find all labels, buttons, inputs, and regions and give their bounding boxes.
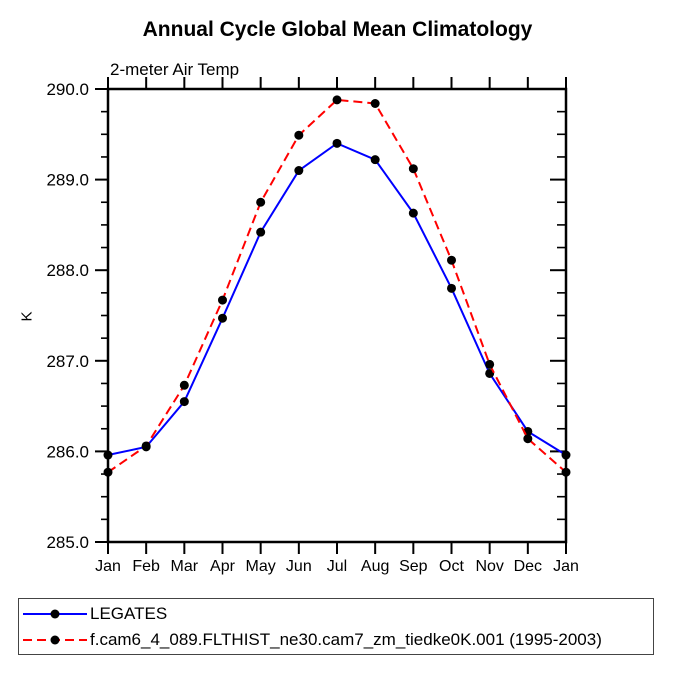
y-tick-label: 286.0	[46, 442, 89, 461]
y-tick-label: 290.0	[46, 80, 89, 99]
data-point	[447, 283, 456, 293]
data-point	[370, 155, 380, 165]
series-line-0	[107, 142, 567, 457]
legend-label-model: f.cam6_4_089.FLTHIST_ne30.cam7_zm_tiedke…	[90, 629, 602, 649]
x-tick-label: Mar	[171, 558, 199, 575]
legend-label-legates: LEGATES	[90, 603, 168, 623]
data-point	[141, 441, 151, 451]
x-tick-label: Dec	[514, 558, 542, 575]
chart-subtitle: 2-meter Air Temp	[110, 60, 240, 79]
chart-title: Annual Cycle Global Mean Climatology	[142, 18, 533, 41]
plot-frame	[106, 87, 568, 544]
x-tick-label: Jul	[327, 558, 347, 575]
data-point	[408, 208, 418, 218]
legend-marker-dot	[50, 635, 60, 644]
x-tick-label: Aug	[361, 558, 389, 575]
series-line-1	[107, 98, 567, 474]
data-point	[256, 197, 266, 207]
x-tick-label: Nov	[475, 558, 503, 575]
legend-sample-dashed-line	[23, 635, 87, 644]
x-tick-label: Apr	[210, 558, 236, 575]
x-tick-label: Sep	[399, 558, 428, 575]
y-tick-label: 288.0	[46, 261, 89, 280]
data-point	[408, 164, 418, 174]
data-point	[256, 227, 266, 237]
legend-marker-dot	[50, 609, 60, 618]
legend-item-legates: LEGATES	[22, 601, 653, 627]
data-point	[485, 359, 495, 369]
plot-area: 285.0 286.0 287.0 288.0 289.0 290.0 Jan Feb Mar A…	[46, 77, 579, 575]
data-point	[103, 450, 113, 460]
data-point	[294, 166, 304, 176]
data-point	[179, 380, 189, 390]
data-point	[332, 138, 342, 148]
x-tick-label: Feb	[132, 558, 160, 575]
data-point	[447, 255, 456, 265]
data-point	[218, 313, 227, 323]
data-point	[561, 467, 571, 477]
x-tick-label: May	[246, 558, 276, 575]
x-tick-label: Jan	[95, 558, 121, 575]
data-point	[370, 98, 380, 108]
data-point	[294, 130, 304, 140]
data-point	[103, 467, 113, 477]
data-point	[561, 450, 571, 460]
y-tick-label: 287.0	[46, 352, 89, 371]
legend-item-model: f.cam6_4_089.FLTHIST_ne30.cam7_zm_tiedke…	[22, 627, 653, 653]
legend-box: LEGATES f.cam6_4_089.FLTHIST_ne30.cam7_z…	[18, 598, 654, 655]
data-point	[332, 95, 342, 105]
x-tick-label: Jan	[553, 558, 579, 575]
data-point	[523, 434, 533, 444]
data-point	[485, 368, 495, 378]
y-tick-label: 285.0	[46, 533, 89, 552]
x-tick-label: Jun	[286, 558, 312, 575]
data-point	[179, 397, 189, 407]
data-point	[218, 295, 227, 305]
legend-sample-solid-line	[23, 609, 87, 618]
y-tick-label: 289.0	[46, 171, 89, 190]
x-tick-label: Oct	[439, 558, 464, 575]
